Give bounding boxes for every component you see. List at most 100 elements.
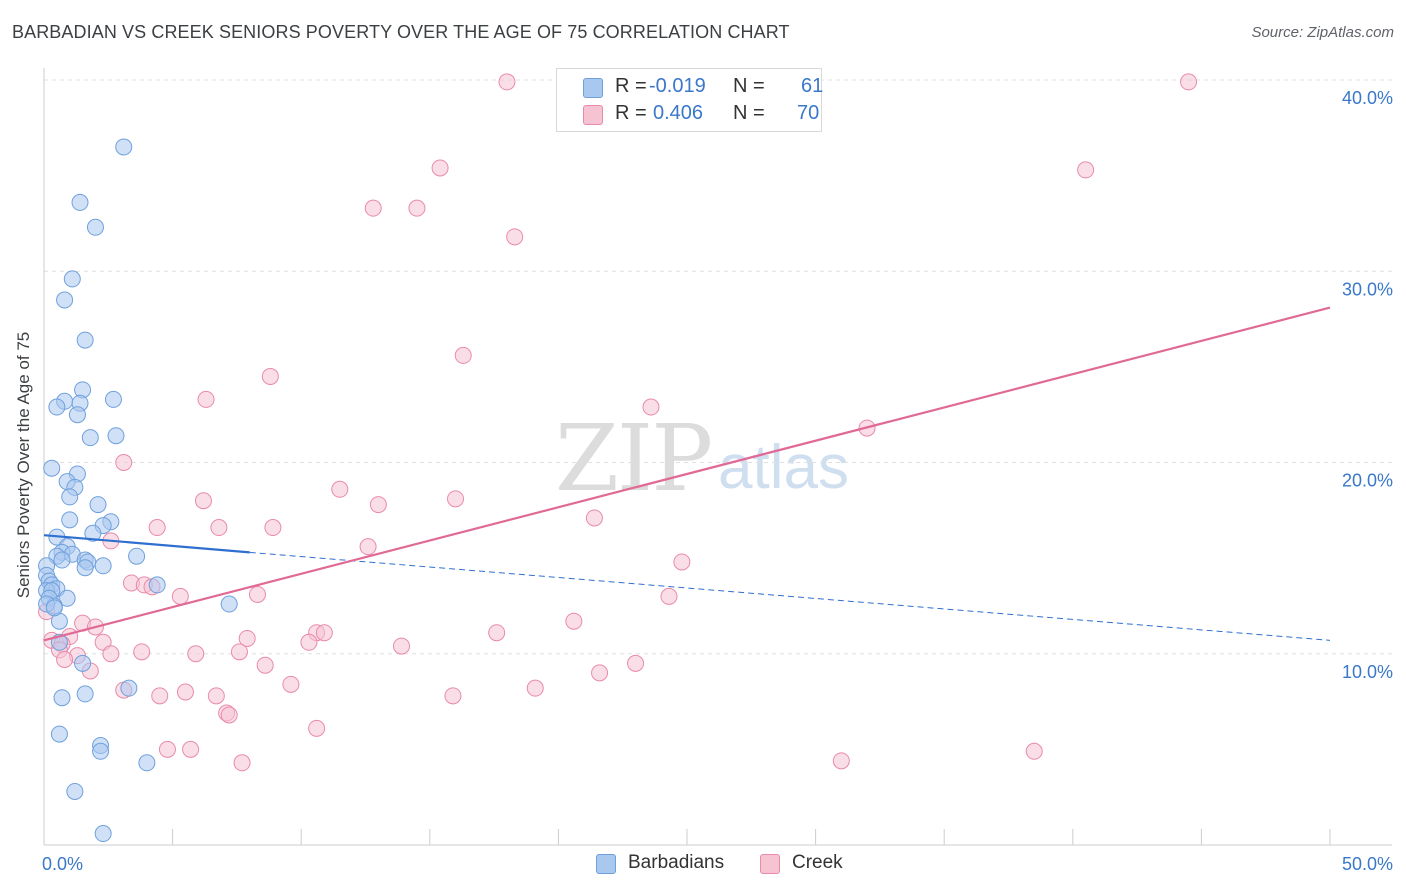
- x-tick-label: 0.0%: [42, 854, 83, 874]
- creek-point: [431, 159, 449, 177]
- creek-point: [1077, 161, 1095, 179]
- barbadian-point: [48, 398, 66, 416]
- creek-point: [359, 538, 377, 556]
- creek-point: [194, 492, 212, 510]
- x-tick-label: 50.0%: [1342, 854, 1393, 874]
- watermark-atlas: atlas: [718, 433, 849, 502]
- barbadian-trendline: [43, 534, 250, 554]
- creek-point: [171, 587, 189, 605]
- legend-n-value: 70: [797, 102, 820, 124]
- barbadian-point: [50, 725, 68, 743]
- creek-point: [197, 390, 215, 408]
- creek-point: [148, 519, 166, 537]
- creek-point: [261, 367, 279, 385]
- creek-point: [369, 496, 387, 514]
- barbadian-point: [43, 459, 61, 477]
- creek-point: [256, 656, 274, 674]
- bottom-legend-label-barbadians: Barbadians: [628, 852, 725, 873]
- creek-point: [102, 645, 120, 663]
- bottom-legend-label-creek: Creek: [792, 852, 843, 873]
- barbadian-point: [81, 429, 99, 447]
- creek-trendline: [43, 306, 1331, 642]
- creek-point: [282, 675, 300, 693]
- creek-point: [408, 199, 426, 217]
- legend-n-value: 61: [801, 75, 824, 97]
- barbadian-point: [107, 427, 125, 445]
- y-axis-label: Seniors Poverty Over the Age of 75: [14, 331, 33, 599]
- barbadian-point: [53, 689, 71, 707]
- creek-point: [115, 454, 133, 471]
- legend-r-value: -0.019: [649, 75, 706, 97]
- creek-point: [526, 679, 544, 697]
- barbadian-point: [148, 576, 166, 594]
- legend-n-label: N =: [733, 75, 765, 97]
- barbadian-point: [58, 589, 76, 607]
- barbadian-point: [89, 496, 107, 514]
- creek-point: [133, 643, 151, 661]
- barbadian-point: [138, 754, 156, 772]
- barbadian-point: [63, 270, 81, 288]
- barbadian-point: [120, 679, 138, 697]
- barbadian-point: [86, 218, 104, 236]
- creek-point: [565, 612, 583, 630]
- barbadian-point: [76, 559, 94, 577]
- source-label: Source: ZipAtlas.com: [1251, 24, 1394, 41]
- creek-point: [444, 687, 462, 705]
- creek-point: [1180, 73, 1198, 91]
- chart-title: BARBADIAN VS CREEK SENIORS POVERTY OVER …: [12, 22, 790, 42]
- y-tick-label: 20.0%: [1342, 471, 1393, 491]
- creek-point: [642, 398, 660, 416]
- creek-point: [176, 683, 194, 701]
- y-tick-label: 40.0%: [1342, 88, 1393, 108]
- barbadian-point: [115, 138, 133, 156]
- creek-point: [207, 687, 225, 705]
- y-tick-label: 30.0%: [1342, 279, 1393, 299]
- creek-point: [151, 687, 169, 705]
- creek-point: [673, 553, 691, 571]
- legend-swatch-creek: [583, 105, 603, 125]
- barbadian-point: [220, 595, 238, 613]
- creek-point: [210, 519, 228, 537]
- barbadian-point: [45, 599, 63, 617]
- creek-point: [488, 624, 506, 642]
- barbadian-point: [74, 654, 92, 672]
- barbadian-point: [84, 524, 102, 542]
- creek-point: [591, 664, 609, 682]
- barbadian-point: [104, 390, 122, 408]
- barbadian-point: [92, 742, 110, 760]
- barbadian-trendline-dashed: [249, 551, 1331, 641]
- creek-point: [56, 650, 74, 668]
- barbadian-point: [76, 331, 94, 349]
- barbadian-point: [68, 406, 86, 424]
- barbadian-point: [94, 557, 112, 575]
- creek-point: [393, 637, 411, 655]
- creek-point: [1025, 742, 1043, 760]
- creek-point: [498, 73, 516, 91]
- creek-point: [233, 754, 251, 772]
- barbadian-point: [61, 488, 79, 506]
- creek-point: [187, 645, 205, 663]
- creek-point: [220, 706, 238, 724]
- creek-point: [454, 346, 472, 364]
- legend-r-label: R =: [615, 75, 647, 97]
- creek-point: [627, 654, 645, 672]
- creek-point: [248, 585, 266, 603]
- creek-point: [264, 519, 282, 537]
- y-tick-label: 10.0%: [1342, 662, 1393, 682]
- legend-n-label: N =: [733, 102, 765, 124]
- creek-point: [447, 490, 465, 508]
- bottom-legend-swatch-creek: [760, 854, 780, 874]
- creek-point: [506, 228, 524, 246]
- correlation-legend: R = -0.019 N = 61 R = 0.406 N = 70: [556, 68, 824, 132]
- legend-swatch-barbadians: [583, 78, 603, 98]
- barbadian-point: [56, 291, 74, 309]
- creek-point: [158, 740, 176, 758]
- legend-r-value: 0.406: [653, 102, 704, 124]
- creek-point: [585, 509, 603, 527]
- barbadian-point: [71, 193, 89, 211]
- barbadian-point: [94, 825, 112, 843]
- creek-point: [832, 752, 850, 770]
- legend-r-label: R =: [615, 102, 647, 124]
- creek-point: [308, 719, 326, 737]
